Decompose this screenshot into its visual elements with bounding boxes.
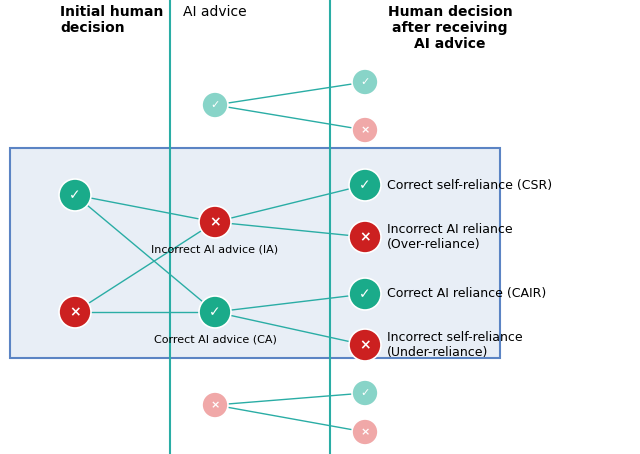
Circle shape — [349, 221, 381, 253]
Text: Incorrect AI reliance
(Over-reliance): Incorrect AI reliance (Over-reliance) — [387, 223, 513, 251]
Circle shape — [59, 179, 91, 211]
Circle shape — [349, 329, 381, 361]
Circle shape — [349, 169, 381, 201]
FancyBboxPatch shape — [10, 148, 500, 358]
Text: ×: × — [360, 125, 370, 135]
Text: ×: × — [209, 215, 221, 229]
Text: ✓: ✓ — [359, 178, 371, 192]
Circle shape — [352, 419, 378, 445]
Text: ×: × — [359, 230, 371, 244]
Circle shape — [352, 380, 378, 406]
Circle shape — [199, 296, 231, 328]
Circle shape — [202, 392, 228, 418]
Text: ✓: ✓ — [211, 100, 220, 110]
Text: Human decision
after receiving
AI advice: Human decision after receiving AI advice — [388, 5, 513, 51]
Text: Incorrect self-reliance
(Under-reliance): Incorrect self-reliance (Under-reliance) — [387, 331, 523, 359]
Text: ✓: ✓ — [209, 305, 221, 319]
Circle shape — [202, 92, 228, 118]
Text: Correct AI reliance (CAIR): Correct AI reliance (CAIR) — [387, 287, 547, 301]
Text: ✓: ✓ — [359, 287, 371, 301]
Circle shape — [352, 69, 378, 95]
Text: ×: × — [359, 338, 371, 352]
Text: AI advice: AI advice — [183, 5, 247, 19]
Text: ✓: ✓ — [360, 388, 370, 398]
Text: Incorrect AI advice (IA): Incorrect AI advice (IA) — [152, 244, 278, 254]
Text: Correct AI advice (CA): Correct AI advice (CA) — [154, 334, 276, 344]
Circle shape — [199, 206, 231, 238]
Circle shape — [59, 296, 91, 328]
Text: ✓: ✓ — [360, 77, 370, 87]
Text: Correct self-reliance (CSR): Correct self-reliance (CSR) — [387, 178, 552, 192]
Circle shape — [352, 117, 378, 143]
Text: ×: × — [69, 305, 81, 319]
Text: ✓: ✓ — [69, 188, 81, 202]
Text: ×: × — [211, 400, 220, 410]
Text: ×: × — [360, 427, 370, 437]
Text: Initial human
decision: Initial human decision — [60, 5, 163, 35]
Circle shape — [349, 278, 381, 310]
